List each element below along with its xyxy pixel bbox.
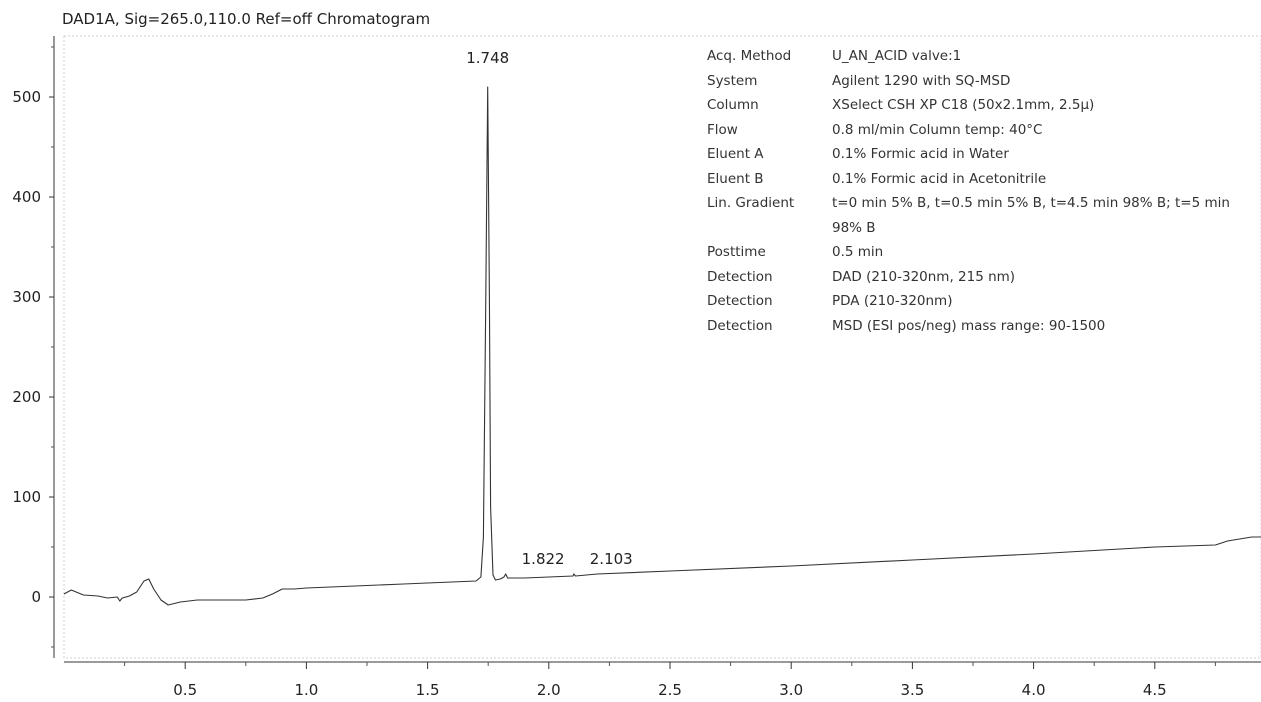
chart-title: DAD1A, Sig=265.0,110.0 Ref=off Chromatog… — [62, 10, 431, 28]
y-tick-label: 500 — [12, 88, 41, 106]
x-tick-label: 4.0 — [1022, 681, 1046, 699]
y-axis-ticks: 0 100 200 300 400 500 — [12, 46, 54, 648]
method-label: Eluent B — [707, 170, 764, 187]
method-value: 0.1% Formic acid in Acetonitrile — [832, 170, 1047, 187]
method-label: System — [707, 72, 758, 89]
method-label: Posttime — [707, 244, 766, 260]
method-label: Flow — [707, 121, 738, 138]
method-row: Flow 0.8 ml/min Column temp: 40°C — [707, 118, 1252, 143]
x-tick-label: 0.5 — [173, 681, 197, 699]
method-value: U_AN_ACID valve:1 — [832, 48, 962, 64]
method-value: MSD (ESI pos/neg) mass range: 90-1500 — [832, 317, 1106, 334]
method-value: PDA (210-320nm) — [832, 293, 953, 309]
y-tick-label: 400 — [12, 188, 41, 206]
series-group — [63, 86, 1261, 606]
method-row: Eluent A 0.1% Formic acid in Water — [707, 142, 1252, 167]
method-value: DAD (210-320nm, 215 nm) — [832, 268, 1016, 285]
method-label: Detection — [707, 317, 773, 334]
method-row: System Agilent 1290 with SQ-MSD — [707, 69, 1252, 94]
x-tick-label: 2.5 — [658, 681, 682, 699]
method-label: Acq. Method — [707, 48, 792, 64]
x-tick-label: 3.0 — [779, 681, 803, 699]
method-row: Eluent B 0.1% Formic acid in Acetonitrile — [707, 167, 1252, 192]
method-label: Lin. Gradient — [707, 195, 795, 211]
x-tick-label: 1.0 — [294, 681, 318, 699]
method-label: Detection — [707, 293, 773, 309]
method-label: Eluent A — [707, 146, 764, 162]
peak-label: 2.103 — [590, 550, 633, 568]
peak-label: 1.822 — [522, 550, 565, 568]
method-info-table: Acq. Method U_AN_ACID valve:1 System Agilen… — [707, 44, 1252, 338]
x-tick-label: 2.0 — [537, 681, 561, 699]
x-tick-label: 1.5 — [416, 681, 440, 699]
y-tick-label: 0 — [31, 588, 41, 606]
peak-labels: 1.748 1.822 2.103 — [466, 49, 632, 568]
method-row: Detection PDA (210-320nm) — [707, 289, 1252, 314]
method-value: t=0 min 5% B, t=0.5 min 5% B, t=4.5 min … — [832, 195, 1230, 236]
method-row: Detection DAD (210-320nm, 215 nm) — [707, 265, 1252, 290]
y-tick-label: 200 — [12, 388, 41, 406]
x-tick-label: 4.5 — [1143, 681, 1167, 699]
x-axis-ticks: 0.5 1.0 1.5 2.0 2.5 3.0 3.5 4.0 4.5 — [124, 662, 1216, 699]
series-line — [63, 86, 1261, 606]
method-value: XSelect CSH XP C18 (50x2.1mm, 2.5µ) — [832, 97, 1095, 113]
peak-label: 1.748 — [466, 49, 509, 67]
method-row: Posttime 0.5 min — [707, 240, 1252, 265]
method-row: Column XSelect CSH XP C18 (50x2.1mm, 2.5µ… — [707, 93, 1252, 118]
method-row: Acq. Method U_AN_ACID valve:1 — [707, 44, 1252, 69]
method-value: 0.8 ml/min Column temp: 40°C — [832, 121, 1043, 138]
method-value: 0.1% Formic acid in Water — [832, 146, 1009, 162]
method-row: Lin. Gradient t=0 min 5% B, t=0.5 min 5% … — [707, 191, 1252, 240]
method-label: Detection — [707, 268, 773, 285]
plot-frame — [63, 35, 1261, 659]
y-tick-label: 100 — [12, 488, 41, 506]
y-tick-label: 300 — [12, 288, 41, 306]
method-value: Agilent 1290 with SQ-MSD — [832, 72, 1011, 89]
method-label: Column — [707, 97, 759, 113]
method-value: 0.5 min — [832, 244, 884, 260]
x-tick-label: 3.5 — [900, 681, 924, 699]
method-row: Detection MSD (ESI pos/neg) mass range: 9… — [707, 314, 1252, 339]
